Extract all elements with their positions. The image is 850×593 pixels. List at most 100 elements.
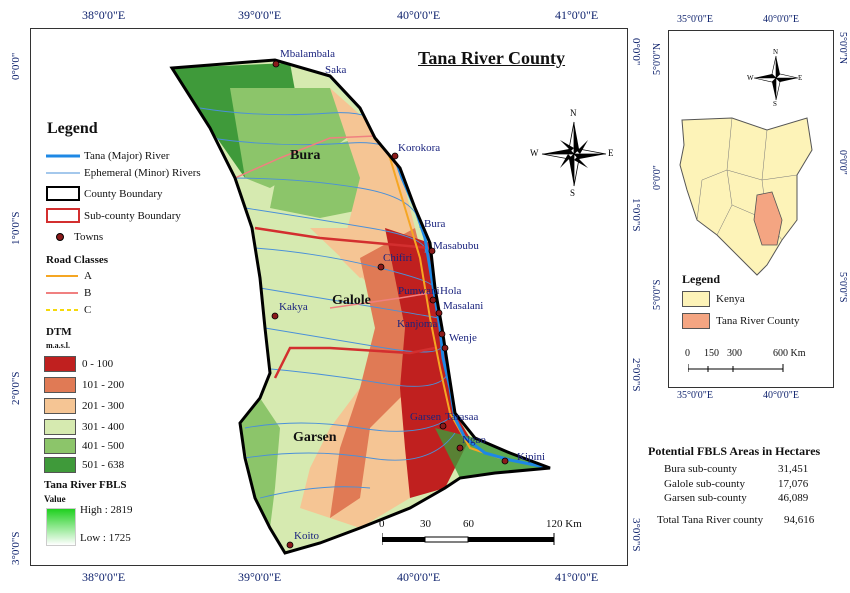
right-coord-2: 2°0'0"S bbox=[630, 358, 642, 392]
stats-row-value: 46,089 bbox=[778, 492, 809, 504]
legend-dtm-unit: m.a.s.l. bbox=[46, 341, 70, 350]
left-coord-2: 2°0'0"S bbox=[10, 371, 22, 406]
bottom-coord-38: 38°0'0"E bbox=[82, 570, 126, 584]
county-map bbox=[169, 58, 551, 555]
town-label-chifiri: Chifiri bbox=[383, 252, 413, 264]
compass-s: S bbox=[570, 188, 576, 198]
legend-dtm-4: 401 - 500 bbox=[44, 438, 124, 454]
bottom-coord-41: 41°0'0"E bbox=[555, 570, 599, 584]
right-coord-0: 0°0'0" bbox=[630, 38, 642, 66]
stats-row-value: 31,451 bbox=[778, 463, 809, 475]
scale-bar bbox=[382, 533, 555, 545]
town-label-kakya: Kakya bbox=[279, 301, 308, 313]
legend-road-c: C bbox=[46, 304, 92, 316]
inset-left-coord-5n: 5°0'0"N bbox=[652, 42, 663, 75]
legend-fbls-title: Tana River FBLS bbox=[44, 479, 127, 491]
subcounty-label-galole: Galole bbox=[332, 293, 371, 308]
stats-row-name: Bura sub-county bbox=[664, 463, 738, 475]
town-label-garsen: Garsen bbox=[410, 411, 442, 423]
inset-right-coord-0: 0°0'0" bbox=[837, 150, 848, 175]
legend-fbls-high: High : 2819 bbox=[80, 504, 133, 516]
fbls-gradient bbox=[46, 508, 76, 546]
inset-right-coord-5n: 5°0'0"N bbox=[837, 32, 848, 65]
legend-dtm-title: DTM bbox=[46, 326, 72, 338]
town-label-tarasaa: Tarasaa bbox=[445, 411, 479, 423]
inset-scale-600: 600 Km bbox=[773, 348, 806, 359]
stats-total-value: 94,616 bbox=[784, 514, 815, 526]
inset-right-coord-5s: 5°0'0"S bbox=[837, 272, 848, 303]
scale-label-30: 30 bbox=[420, 518, 431, 530]
legend-roads-title: Road Classes bbox=[46, 254, 109, 266]
compass-rose-icon bbox=[541, 121, 607, 187]
inset-compass-w: W bbox=[747, 74, 754, 82]
scale-label-0: 0 bbox=[379, 518, 385, 530]
subcounty-label-bura: Bura bbox=[290, 148, 321, 163]
inset-legend-kenya: Kenya bbox=[682, 291, 745, 307]
compass-w: W bbox=[530, 148, 539, 158]
town-label-masalani: Masalani bbox=[443, 300, 484, 312]
legend-dtm-3: 301 - 400 bbox=[44, 419, 124, 435]
inset-compass-n: N bbox=[773, 48, 779, 56]
town-label-hola: Hola bbox=[440, 285, 462, 297]
top-coord-40: 40°0'0"E bbox=[397, 8, 441, 22]
legend-dtm-0: 0 - 100 bbox=[44, 356, 113, 372]
town-label-mbalambala: Mbalambala bbox=[280, 48, 335, 60]
scale-label-120: 120 Km bbox=[546, 518, 582, 530]
compass-n: N bbox=[570, 108, 577, 118]
bottom-coord-40: 40°0'0"E bbox=[397, 570, 441, 584]
inset-scale-bar bbox=[688, 364, 784, 372]
legend-item-subcounty-boundary: Sub-county Boundary bbox=[46, 208, 181, 223]
top-coord-41: 41°0'0"E bbox=[555, 8, 599, 22]
town-label-wenje: Wenje bbox=[449, 332, 477, 344]
town-label-masabubu: Masabubu bbox=[433, 240, 479, 252]
inset-left-coord-5s: 5°0'0"S bbox=[652, 279, 663, 310]
legend-item-minor-rivers: Ephemeral (Minor) Rivers bbox=[46, 167, 201, 179]
inset-legend-tana: Tana River County bbox=[682, 313, 800, 329]
bottom-coord-39: 39°0'0"E bbox=[238, 570, 282, 584]
inset-compass-s: S bbox=[773, 100, 777, 108]
town-label-kanjoma: Kanjoma bbox=[397, 318, 438, 330]
inset-bottom-coord-40: 40°0'0"E bbox=[763, 390, 799, 401]
legend-item-county-boundary: County Boundary bbox=[46, 186, 163, 201]
inset-scale-0: 0 bbox=[685, 348, 690, 359]
inset-top-coord-40: 40°0'0"E bbox=[763, 14, 799, 25]
inset-scale-150: 150 bbox=[704, 348, 719, 359]
town-label-koito: Koito bbox=[294, 530, 320, 542]
legend-title: Legend bbox=[47, 120, 98, 137]
top-coord-38: 38°0'0"E bbox=[82, 8, 126, 22]
legend-road-b: B bbox=[46, 287, 92, 299]
town-label-saka: Saka bbox=[325, 64, 347, 76]
inset-compass-icon bbox=[753, 55, 799, 101]
kenya-map bbox=[679, 117, 813, 276]
legend-item-major-river: Tana (Major) River bbox=[46, 150, 170, 162]
map-title: Tana River County bbox=[418, 48, 566, 68]
town-label-kipini: Kipini bbox=[517, 451, 546, 463]
inset-left-coord-0: 0°0'0" bbox=[652, 165, 663, 190]
stats-row-value: 17,076 bbox=[778, 478, 809, 490]
legend-road-a: A bbox=[46, 270, 92, 282]
scale-label-60: 60 bbox=[463, 518, 474, 530]
stats-title: Potential FBLS Areas in Hectares bbox=[648, 444, 821, 458]
right-coord-1: 1°0'0"S bbox=[630, 198, 642, 232]
legend-dtm-2: 201 - 300 bbox=[44, 398, 124, 414]
top-coord-39: 39°0'0"E bbox=[238, 8, 282, 22]
town-label-pumwani: Pumwani bbox=[398, 285, 440, 297]
legend-item-towns: Towns bbox=[56, 231, 103, 243]
legend-dtm-1: 101 - 200 bbox=[44, 377, 124, 393]
town-label-bura: Bura bbox=[424, 218, 446, 230]
inset-compass-e: E bbox=[798, 74, 803, 82]
inset-bottom-coord-35: 35°0'0"E bbox=[677, 390, 713, 401]
left-coord-3: 3°0'0"S bbox=[10, 531, 22, 566]
stats-row-name: Garsen sub-county bbox=[664, 492, 747, 504]
stats-total-label: Total Tana River county bbox=[657, 514, 764, 526]
subcounty-label-garsen: Garsen bbox=[293, 430, 337, 445]
town-label-korokora: Korokora bbox=[398, 142, 441, 154]
legend-dtm-5: 501 - 638 bbox=[44, 457, 124, 473]
compass-e: E bbox=[608, 148, 614, 158]
inset-scale-300: 300 bbox=[727, 348, 742, 359]
legend-fbls-low: Low : 1725 bbox=[80, 532, 131, 544]
stats-row-name: Galole sub-county bbox=[664, 478, 745, 490]
inset-top-coord-35: 35°0'0"E bbox=[677, 14, 713, 25]
inset-legend-title: Legend bbox=[682, 272, 721, 286]
left-coord-0: 0°0'0" bbox=[10, 52, 22, 80]
